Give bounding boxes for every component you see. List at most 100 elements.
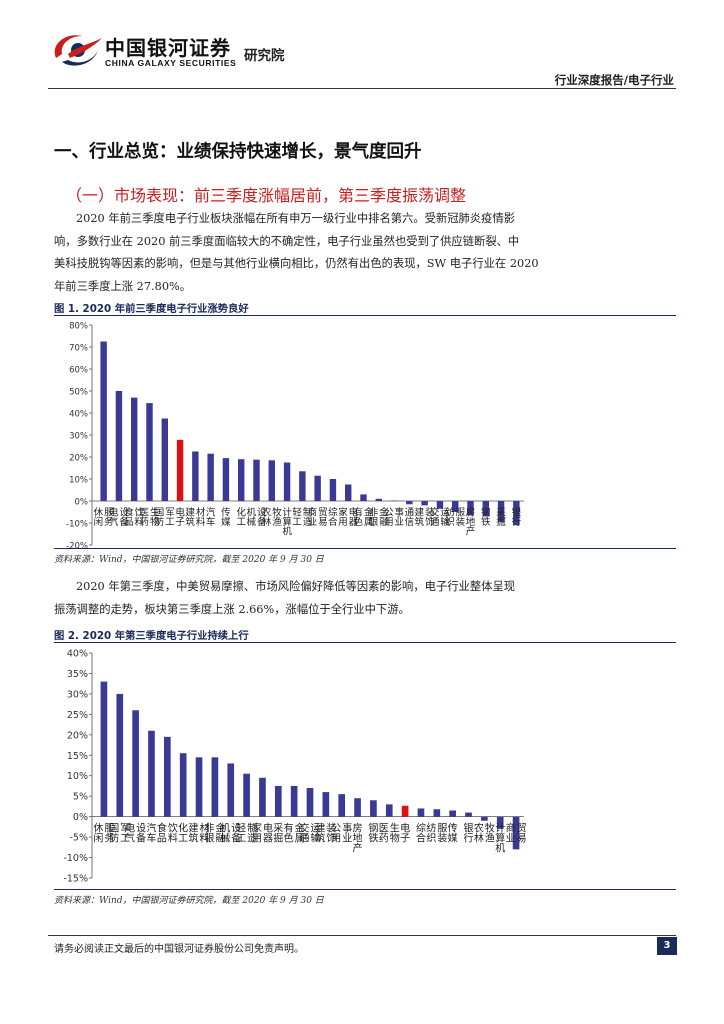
x-category-label: 通: [300, 833, 310, 845]
y-tick-label: 25%: [67, 710, 88, 721]
x-category-label: 药: [379, 833, 389, 845]
figure-1-bottom-rule: [54, 548, 676, 549]
x-category-label: 钢: [368, 822, 378, 835]
bar: [390, 500, 398, 502]
x-category-label: 品: [157, 833, 167, 845]
x-category-label: 车: [146, 832, 156, 845]
figure-2-chart: 40%35%30%25%20%15%10%5%0%-5%-10%-15%休闲服务…: [63, 649, 526, 885]
bar: [322, 792, 330, 817]
y-tick-label: -10%: [66, 520, 88, 530]
x-category-label: 有: [284, 822, 294, 835]
bar: [161, 418, 168, 501]
x-category-label: 房: [466, 507, 476, 519]
x-category-label: 汽: [206, 507, 216, 519]
x-category-label: 输: [311, 832, 321, 845]
x-category-label: 金: [379, 507, 389, 519]
bar: [465, 812, 472, 817]
x-category-label: 铁: [481, 516, 491, 528]
bar: [238, 459, 245, 501]
x-category-label: 渔: [272, 517, 282, 528]
x-category-label: 装: [437, 832, 447, 845]
x-category-label: 银: [464, 822, 474, 835]
x-category-label: 化: [178, 822, 188, 835]
x-category-label: 服: [104, 823, 114, 835]
x-category-label: 色: [284, 832, 294, 845]
x-category-label: 食: [157, 822, 167, 835]
y-tick-label: 15%: [67, 751, 88, 762]
paragraph-2: 2020 年第三季度，中美贸易摩擦、市场风险偏好降低等因素的影响，电子行业整体呈…: [54, 576, 676, 621]
x-category-label: 色: [354, 516, 364, 528]
x-category-label: 务: [104, 516, 114, 528]
x-category-label: 用: [331, 834, 341, 845]
bar: [452, 501, 459, 512]
x-category-label: 设: [136, 823, 146, 835]
x-category-label: 轻: [292, 507, 302, 519]
y-tick-label: 40%: [69, 410, 88, 420]
y-tick-label: 20%: [69, 454, 88, 464]
y-tick-label: 0%: [73, 812, 88, 823]
x-category-label: 备: [257, 516, 267, 528]
header-divider: [48, 88, 676, 89]
x-category-label: 织: [445, 516, 455, 528]
x-category-label: 产: [466, 526, 476, 538]
bar: [148, 730, 155, 817]
bar: [338, 794, 346, 817]
x-category-label: 合: [328, 516, 338, 528]
x-category-label: 综: [328, 507, 338, 519]
bar: [253, 459, 260, 501]
bar: [449, 810, 456, 817]
x-category-label: 算: [282, 516, 292, 528]
y-tick-label: 0%: [75, 498, 89, 508]
x-category-label: 备: [119, 516, 129, 528]
x-category-label: 设: [231, 823, 241, 835]
x-category-label: 属: [295, 833, 305, 845]
x-category-label: 子: [175, 517, 185, 528]
figure-1-rule: [54, 315, 676, 316]
x-category-label: 设: [119, 508, 129, 519]
x-category-label: 通: [430, 517, 440, 528]
x-category-label: 非: [204, 823, 214, 835]
x-category-label: 用: [338, 517, 348, 528]
x-category-label: 传: [221, 507, 231, 519]
section-title: 一、行业总览：业绩保持快速增长，景气度回升: [54, 142, 422, 162]
bar: [132, 710, 139, 817]
x-category-label: 制: [303, 507, 313, 519]
x-category-label: 工: [292, 517, 302, 528]
x-category-label: 商: [308, 507, 318, 519]
x-category-label: 林: [262, 516, 272, 528]
x-category-label: 气: [109, 516, 119, 528]
figure-2-source: 资料来源：Wind，中国银河证券研究院，截至 2020 年 9 月 30 日: [54, 896, 324, 906]
x-category-label: 有: [354, 507, 364, 519]
x-category-label: 合: [416, 832, 426, 845]
x-category-label: 物: [150, 516, 160, 528]
y-tick-label: 50%: [69, 388, 88, 398]
x-category-label: 融: [215, 833, 225, 845]
x-category-label: 融: [379, 517, 389, 528]
figure-2-bottom-rule: [54, 889, 676, 890]
x-category-label: 料: [168, 832, 178, 845]
x-category-label: 装: [425, 507, 435, 519]
x-category-label: 运: [440, 508, 450, 519]
x-category-label: 化: [236, 507, 246, 519]
x-category-label: 机: [220, 822, 230, 835]
x-category-label: 运: [311, 823, 321, 835]
bar: [222, 458, 230, 501]
bar: [497, 501, 505, 522]
x-category-label: 闲: [93, 832, 103, 845]
bar: [329, 479, 337, 501]
x-category-label: 器: [349, 517, 359, 528]
bar: [345, 484, 352, 501]
bar: [290, 785, 298, 817]
x-category-label: 织: [426, 833, 436, 845]
x-category-label: 公: [384, 508, 394, 519]
paragraph-1-line: 年前三季度上涨 27.80%。: [54, 279, 192, 293]
x-category-label: 建: [415, 507, 425, 519]
x-category-label: 生: [150, 507, 160, 519]
x-category-label: 事: [395, 507, 405, 519]
x-category-label: 纺: [426, 822, 436, 835]
bar: [195, 757, 203, 817]
x-category-label: 金: [215, 822, 225, 835]
x-category-label: 造: [247, 832, 257, 845]
x-category-label: 制: [247, 822, 257, 835]
paragraph-2-line: 2020 年第三季度，中美贸易摩擦、市场风险偏好降低等因素的影响，电子行业整体呈…: [76, 580, 516, 593]
